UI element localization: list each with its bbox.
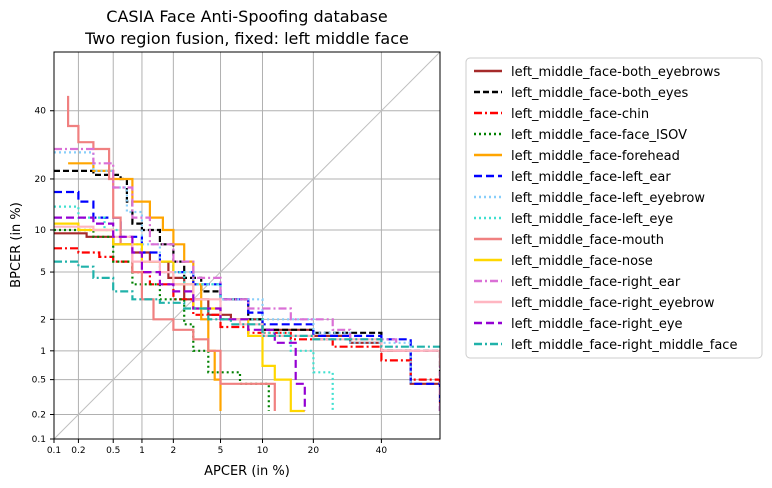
x-tick-label: 0.5 (106, 446, 120, 456)
legend-label: left_middle_face-both_eyes (511, 86, 689, 101)
series-line-left_middle_face-face_ISOV (54, 228, 270, 411)
diagonal-line (53, 51, 441, 440)
y-tick-label: 0.5 (32, 376, 46, 386)
x-axis-ticks: 0.1 0.2 0.5 1 2 5 10 20 40 (47, 439, 388, 456)
x-tick-label: 0.1 (47, 446, 61, 456)
series-line-left_middle_face-right_middle_face (54, 260, 440, 351)
legend-label: left_middle_face-left_eye (511, 212, 673, 227)
legend-label: left_middle_face-right_eyebrow (511, 296, 715, 311)
series-line-left_middle_face-right_ear (54, 147, 440, 411)
plot-frame (53, 51, 441, 440)
x-axis-label: APCER (in %) (204, 464, 290, 479)
legend-label: left_middle_face-right_middle_face (511, 338, 737, 353)
x-tick-label: 40 (376, 446, 388, 456)
legend-label: left_middle_face-nose (511, 254, 653, 269)
legend-label: left_middle_face-chin (511, 107, 649, 122)
chart-title-line-2: Two region fusion, fixed: left middle fa… (84, 29, 409, 48)
legend-label: left_middle_face-face_ISOV (511, 128, 687, 143)
y-tick-label: 20 (35, 175, 47, 185)
x-tick-label: 5 (218, 446, 224, 456)
x-tick-label: 0.2 (71, 446, 85, 456)
series-line-left_middle_face-forehead (68, 162, 222, 411)
series-line-left_middle_face-left_eyebrow (54, 151, 412, 384)
y-tick-label: 10 (35, 226, 47, 236)
x-tick-label: 2 (170, 446, 176, 456)
series-line-left_middle_face-left_ear (54, 190, 440, 411)
legend-label: left_middle_face-left_eyebrow (511, 191, 705, 206)
series-line-left_middle_face-right_eyebrow (54, 225, 440, 366)
series-line-left_middle_face-right_eye (54, 216, 306, 411)
y-tick-label: 2 (40, 315, 46, 325)
series-line-left_middle_face-chin (54, 247, 440, 411)
y-tick-label: 0.1 (32, 435, 46, 445)
x-tick-label: 20 (308, 446, 320, 456)
y-tick-label: 5 (40, 268, 46, 278)
y-axis-label: BPCER (in %) (9, 202, 24, 288)
legend-label: left_middle_face-both_eyebrows (511, 65, 720, 80)
series-line-left_middle_face-left_eye (54, 205, 334, 411)
legend-label: left_middle_face-left_ear (511, 170, 671, 185)
legend-label: left_middle_face-right_eye (511, 317, 683, 332)
x-tick-label: 10 (257, 446, 269, 456)
y-tick-label: 40 (35, 107, 47, 117)
series-lines (54, 95, 440, 413)
legend-box (465, 57, 763, 359)
legend-label: left_middle_face-right_ear (511, 275, 681, 290)
legend-label: left_middle_face-forehead (511, 149, 680, 164)
chart-title-line-1: CASIA Face Anti-Spoofing database (106, 7, 387, 26)
legend: left_middle_face-both_eyebrows left_middl… (465, 57, 763, 359)
x-tick-label: 1 (139, 446, 145, 456)
series-line-left_middle_face-mouth (67, 95, 276, 411)
y-tick-label: 0.2 (32, 411, 46, 421)
y-tick-label: 1 (40, 347, 46, 357)
y-axis-ticks: 0.1 0.2 0.5 1 2 5 10 20 40 (32, 107, 54, 445)
legend-label: left_middle_face-mouth (511, 233, 664, 248)
